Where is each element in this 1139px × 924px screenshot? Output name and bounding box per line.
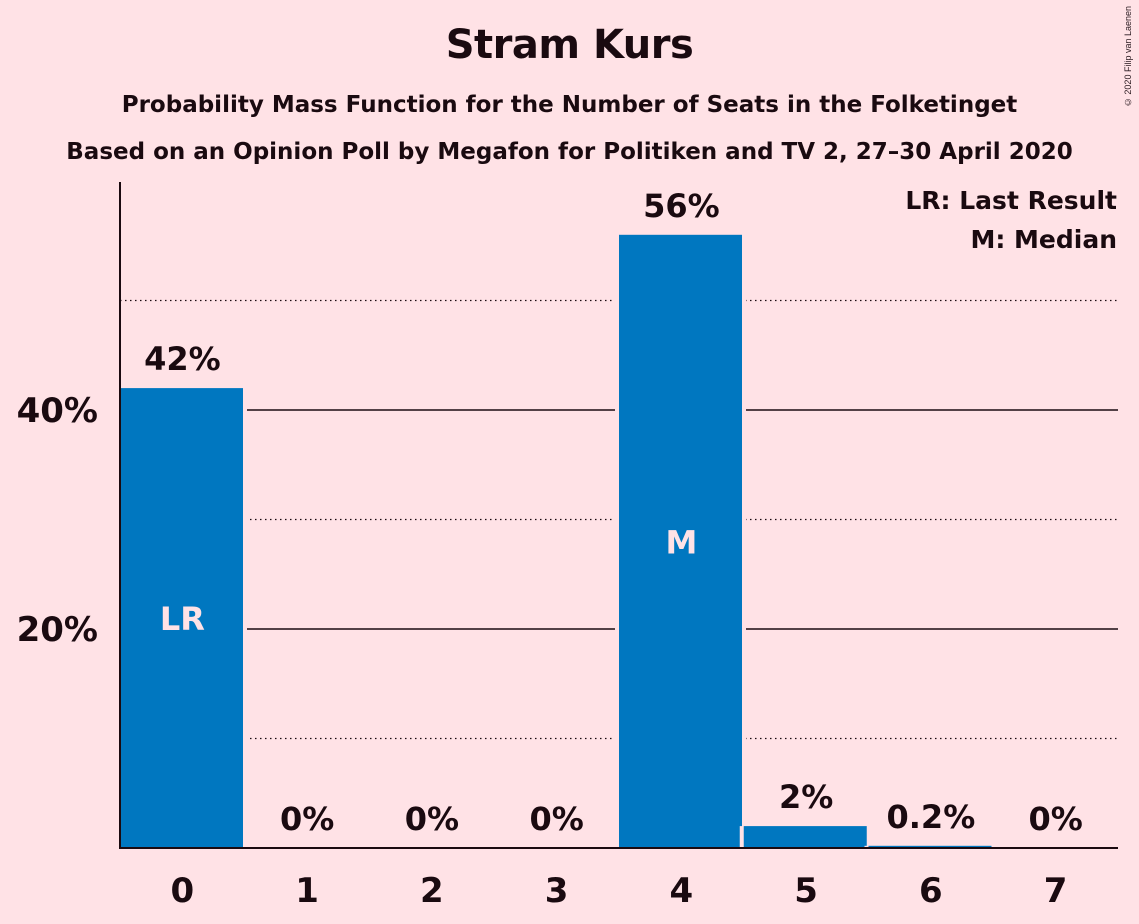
value-label-5: 2%: [779, 778, 833, 816]
y-tick-label: 40%: [17, 391, 98, 431]
x-tick-label: 4: [670, 871, 694, 911]
value-label-6: 0.2%: [887, 798, 976, 836]
chart-title: Stram Kurs: [445, 22, 694, 68]
legend-entry: LR: Last Result: [905, 186, 1117, 215]
legend-entry: M: Median: [970, 225, 1117, 254]
value-label-4: 56%: [643, 187, 720, 225]
x-tick-label: 6: [919, 871, 943, 911]
value-label-1: 0%: [280, 800, 334, 838]
chart-subtitle-source: Based on an Opinion Poll by Megafon for …: [66, 139, 1073, 165]
value-label-2: 0%: [405, 800, 459, 838]
bar-seats-4: [619, 234, 742, 849]
x-tick-label: 0: [171, 871, 195, 911]
chart-subtitle: Probability Mass Function for the Number…: [121, 92, 1018, 118]
x-tick-label: 5: [794, 871, 818, 911]
y-tick-label: 20%: [17, 610, 98, 650]
value-label-3: 0%: [529, 800, 583, 838]
value-label-0: 42%: [144, 340, 221, 378]
bar-marker-lr: LR: [160, 600, 205, 638]
bar-seats-5: [743, 826, 867, 848]
x-tick-label: 7: [1044, 871, 1068, 911]
x-tick-label: 2: [420, 871, 444, 911]
x-tick-label: 1: [295, 871, 319, 911]
value-label-7: 0%: [1028, 800, 1082, 838]
x-tick-label: 3: [545, 871, 569, 911]
bar-seats-6: [868, 845, 992, 848]
bar-marker-m: M: [665, 523, 697, 561]
bar-seats-0: [120, 388, 243, 848]
